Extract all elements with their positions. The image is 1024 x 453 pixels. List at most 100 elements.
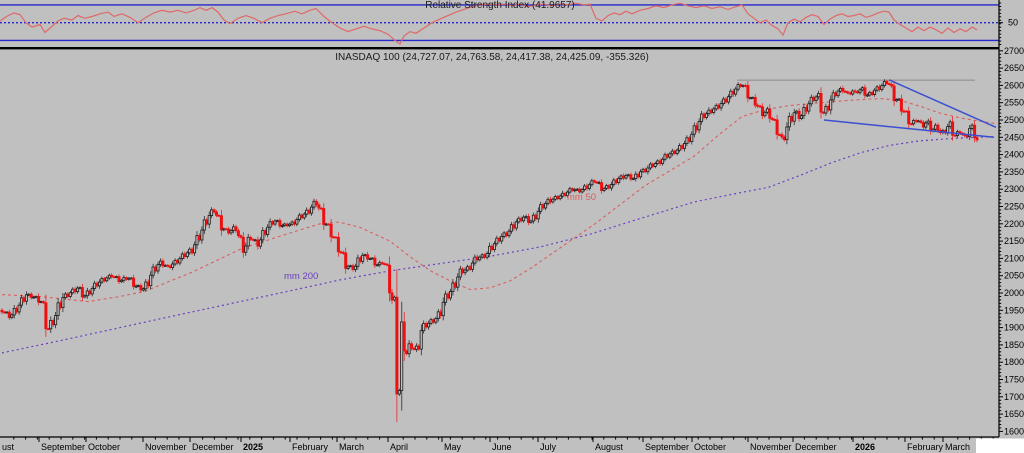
y-axis-label: 24000: [1004, 150, 1024, 160]
y-axis-label: 16000: [1004, 426, 1024, 436]
candle-body: [56, 302, 60, 316]
candle-body: [173, 259, 177, 265]
candle-body: [561, 192, 565, 197]
candle-body: [778, 134, 782, 136]
trendline-lower-support[interactable]: [823, 119, 995, 139]
candle-body: [734, 88, 738, 95]
x-axis-label: November: [750, 442, 792, 452]
candle-body: [314, 200, 318, 206]
candle-body: [353, 265, 357, 270]
candle-body: [388, 264, 392, 294]
candle-body: [288, 223, 292, 227]
candle-body: [222, 228, 226, 231]
candle-body: [431, 319, 435, 323]
candle-body: [887, 83, 891, 85]
candle-body: [19, 297, 23, 306]
candle-body: [88, 290, 92, 295]
candle-body: [409, 343, 413, 349]
candle-body: [761, 106, 765, 117]
candle-body: [663, 154, 667, 160]
candle-body: [780, 134, 784, 138]
candle-body: [363, 254, 367, 257]
candle-body: [234, 226, 238, 232]
candle-body: [665, 154, 669, 158]
candle-body: [507, 230, 511, 237]
candle-body: [156, 264, 160, 272]
candle-body: [41, 301, 45, 304]
candle-body: [280, 225, 284, 227]
candle-body: [44, 302, 48, 330]
candle-body: [785, 126, 789, 141]
candle-body: [253, 239, 257, 242]
candle-body: [383, 263, 387, 266]
candle-body: [802, 107, 806, 117]
y-axis-label: 20000: [1004, 288, 1024, 298]
candle-body: [319, 207, 323, 210]
candle-body: [483, 254, 487, 258]
candle-body: [366, 254, 370, 260]
candle-body: [843, 90, 847, 93]
candle-body: [15, 308, 19, 313]
candle-body: [724, 98, 728, 103]
candle-body: [763, 111, 767, 117]
candle-body: [531, 214, 535, 222]
candle-body: [202, 219, 206, 231]
candle-body: [414, 345, 418, 350]
x-axis-label: September: [645, 442, 689, 452]
candle-body: [626, 174, 630, 177]
candle-body: [534, 214, 538, 220]
candle-body: [71, 288, 75, 294]
candle-body: [812, 96, 816, 101]
x-axis-label: 2025: [243, 442, 263, 452]
candle-body: [61, 297, 65, 309]
candle-body: [583, 185, 587, 190]
candle-body: [473, 256, 477, 264]
candle-body: [839, 88, 843, 92]
candle-body: [78, 287, 82, 289]
candle-body: [180, 253, 184, 259]
candle-body: [639, 171, 643, 178]
candle-body: [595, 181, 599, 184]
candle-body: [834, 92, 838, 97]
candle-body: [846, 91, 850, 94]
candle-body: [914, 120, 918, 122]
candle-body: [461, 268, 465, 274]
candle-body: [975, 137, 979, 141]
candle-body: [232, 226, 236, 231]
candle-body: [370, 257, 374, 260]
trendline-upper-descending[interactable]: [888, 79, 997, 128]
candle-body: [490, 245, 494, 251]
candle-body: [544, 202, 548, 209]
candle-body: [634, 173, 638, 179]
candle-body: [782, 136, 786, 141]
candle-body: [748, 97, 752, 100]
candle-body: [463, 269, 467, 274]
panel-divider: [0, 47, 999, 50]
price-title: INASDAQ 100 (24,727.07, 24,763.58, 24,41…: [335, 52, 649, 63]
candle-body: [66, 293, 70, 297]
x-axis-label: October: [694, 442, 726, 452]
candle-body: [197, 235, 201, 241]
candle-body: [687, 137, 691, 142]
candle-body: [704, 113, 708, 118]
candle-body: [787, 116, 791, 128]
candle-body: [597, 182, 601, 185]
candle-body: [651, 163, 655, 167]
candle-body: [90, 288, 94, 295]
y-axis-label: 26500: [1004, 63, 1024, 73]
candle-body: [29, 293, 33, 299]
candle-body: [214, 211, 218, 216]
x-axis-label: December: [795, 442, 837, 452]
x-axis-label: June: [492, 442, 512, 452]
candle-body: [205, 219, 209, 225]
candle-body: [517, 217, 521, 223]
candle-body: [85, 290, 89, 297]
candle-body: [848, 92, 852, 95]
candle-body: [556, 196, 560, 200]
candle-body: [273, 220, 277, 225]
candle-body: [439, 311, 443, 316]
candle-body: [607, 185, 611, 189]
candle-body: [27, 293, 31, 296]
